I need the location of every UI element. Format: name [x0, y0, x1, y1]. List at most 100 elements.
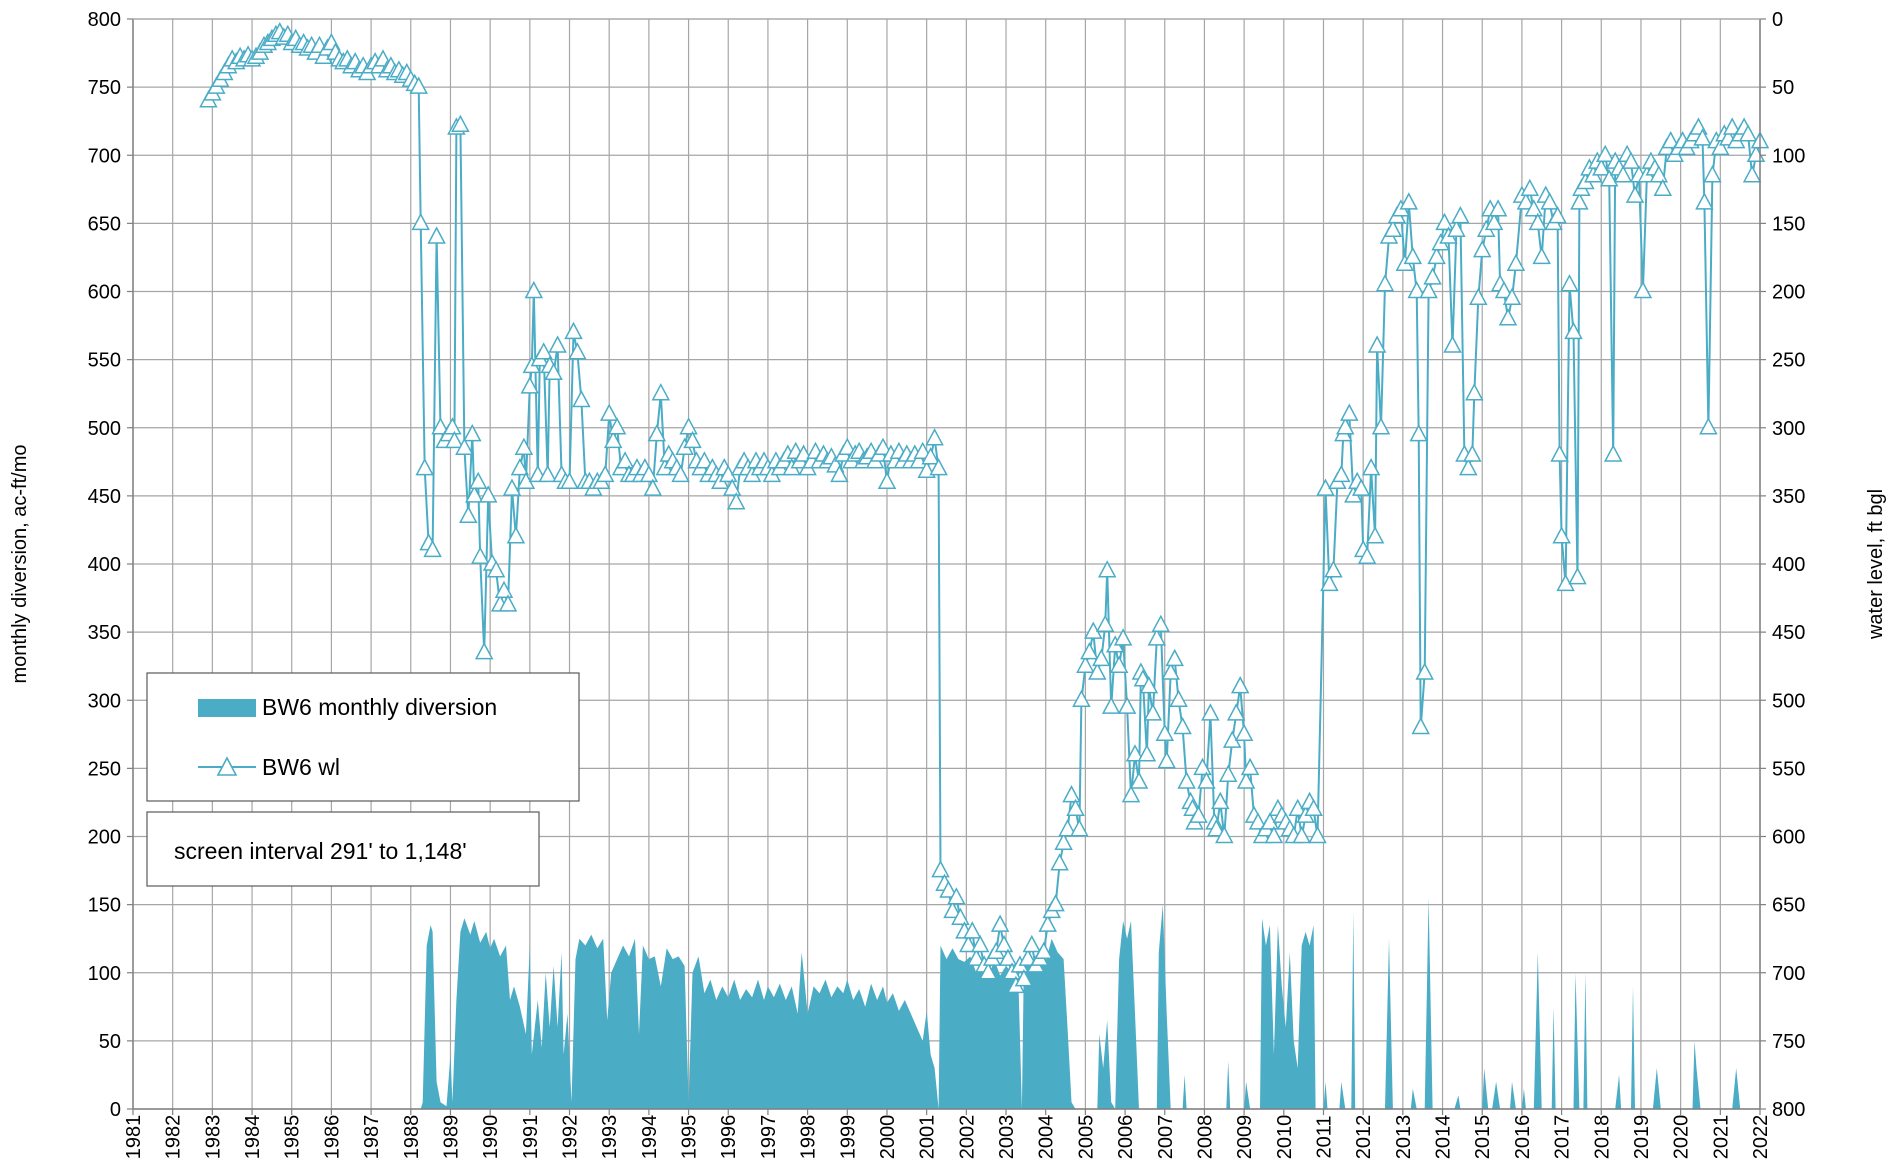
y-tick-label-left: 450	[88, 486, 121, 508]
y-tick-label-left: 550	[88, 350, 121, 372]
water-level-marker	[1139, 676, 1159, 694]
water-level-marker	[607, 417, 627, 435]
x-tick-label: 2007	[1155, 1115, 1177, 1160]
x-tick-label: 1994	[639, 1115, 661, 1160]
x-tick-label: 1992	[560, 1115, 582, 1160]
water-level-marker	[679, 417, 698, 435]
water-level-marker	[639, 464, 659, 483]
water-level-marker	[1129, 771, 1149, 789]
water-level-marker	[1137, 744, 1157, 762]
y-tick-label-right: 300	[1772, 418, 1805, 440]
water-level-marker	[1498, 308, 1518, 326]
x-tick-label: 1995	[679, 1115, 701, 1160]
water-level-marker	[603, 430, 623, 449]
x-tick-label: 1982	[163, 1115, 185, 1160]
water-level-marker	[1113, 628, 1133, 646]
water-level-marker	[1524, 199, 1544, 217]
water-level-marker	[1022, 934, 1042, 953]
water-level-marker	[830, 464, 849, 483]
water-level-marker	[1038, 914, 1057, 932]
water-level-marker	[1054, 832, 1073, 851]
water-level-marker	[671, 464, 690, 483]
water-level-marker	[455, 437, 474, 455]
y-tick-label-left: 100	[88, 963, 121, 985]
water-level-marker	[615, 451, 635, 469]
water-level-marker	[726, 492, 746, 510]
water-level-marker	[1550, 444, 1569, 462]
water-level-marker	[502, 478, 522, 496]
water-level-marker	[1365, 526, 1385, 544]
water-level-marker	[1018, 948, 1038, 966]
water-level-marker	[1703, 165, 1722, 183]
water-level-marker	[1046, 894, 1065, 912]
y-tick-label-right: 700	[1772, 963, 1805, 985]
water-level-marker	[1427, 246, 1446, 265]
x-tick-label: 2010	[1274, 1115, 1296, 1160]
water-level-marker	[1169, 689, 1188, 708]
water-level-marker	[1488, 199, 1508, 217]
water-level-marker	[1472, 240, 1492, 258]
water-level-marker	[1649, 165, 1669, 183]
water-level-marker	[838, 437, 857, 455]
water-level-marker	[1451, 206, 1470, 224]
water-level-marker	[1351, 478, 1371, 496]
water-level-marker	[1211, 791, 1230, 810]
water-level-marker	[1234, 723, 1254, 742]
y-tick-label-left: 650	[88, 213, 121, 235]
tick-labels: 1981 1982 1983 1984 1985 1986 1987 1988 1989 1990…	[88, 9, 1806, 1159]
water-level-marker	[1097, 560, 1117, 578]
water-level-marker	[1332, 464, 1351, 483]
water-level-marker	[1423, 267, 1442, 285]
water-level-marker	[1463, 444, 1482, 462]
water-level-marker	[1625, 185, 1645, 203]
water-level-marker	[1403, 246, 1423, 265]
x-tick-label: 2002	[956, 1115, 978, 1160]
water-level-marker	[1215, 825, 1234, 844]
water-level-marker	[1435, 212, 1454, 231]
water-level-marker	[463, 424, 482, 442]
water-level-marker	[1095, 614, 1115, 633]
x-tick-label: 2000	[877, 1115, 899, 1160]
annotation-box	[146, 811, 540, 887]
water-level-marker	[1340, 403, 1359, 421]
x-tick-label: 2004	[1036, 1115, 1058, 1160]
x-tick-label: 1981	[123, 1115, 145, 1160]
y-tick-label-left: 600	[88, 282, 121, 304]
water-level-marker	[548, 335, 567, 353]
water-level-marker	[1361, 458, 1381, 476]
water-level-marker	[1143, 703, 1163, 721]
water-level-marker	[1201, 703, 1220, 721]
water-level-marker	[1226, 703, 1246, 721]
water-level-marker	[544, 362, 563, 381]
water-level-marker	[1165, 648, 1184, 667]
x-tick-label: 2009	[1234, 1115, 1256, 1160]
water-level-marker	[1014, 969, 1034, 987]
legend: BW6 monthly diversion BW6 wl	[146, 672, 580, 802]
water-level-marker	[560, 471, 579, 490]
x-tick-label: 2001	[917, 1115, 939, 1160]
annotation-text: screen interval 291' to 1,148'	[174, 838, 467, 864]
water-level-marker	[1264, 825, 1284, 844]
x-tick-label: 2018	[1591, 1115, 1613, 1160]
x-tick-label: 2017	[1552, 1115, 1574, 1160]
water-level-marker	[947, 887, 966, 905]
water-level-marker	[1661, 131, 1680, 149]
water-level-marker	[1304, 798, 1323, 817]
water-level-marker	[423, 539, 442, 558]
y-tick-label-right: 650	[1772, 895, 1805, 917]
water-level-marker	[967, 948, 986, 966]
x-tick-label: 2015	[1472, 1115, 1494, 1160]
water-level-marker	[1603, 444, 1623, 462]
water-level-marker	[1653, 178, 1673, 197]
water-level-marker	[1240, 757, 1260, 776]
water-level-marker	[1532, 246, 1551, 265]
water-level-marker	[1161, 662, 1180, 680]
water-level-marker	[510, 458, 530, 476]
water-level-marker	[647, 424, 667, 442]
water-level-marker	[1469, 287, 1488, 306]
water-level-marker	[1070, 819, 1089, 837]
water-level-marker	[1599, 169, 1619, 187]
water-level-marker	[1568, 567, 1587, 585]
x-tick-label: 2013	[1393, 1115, 1415, 1160]
